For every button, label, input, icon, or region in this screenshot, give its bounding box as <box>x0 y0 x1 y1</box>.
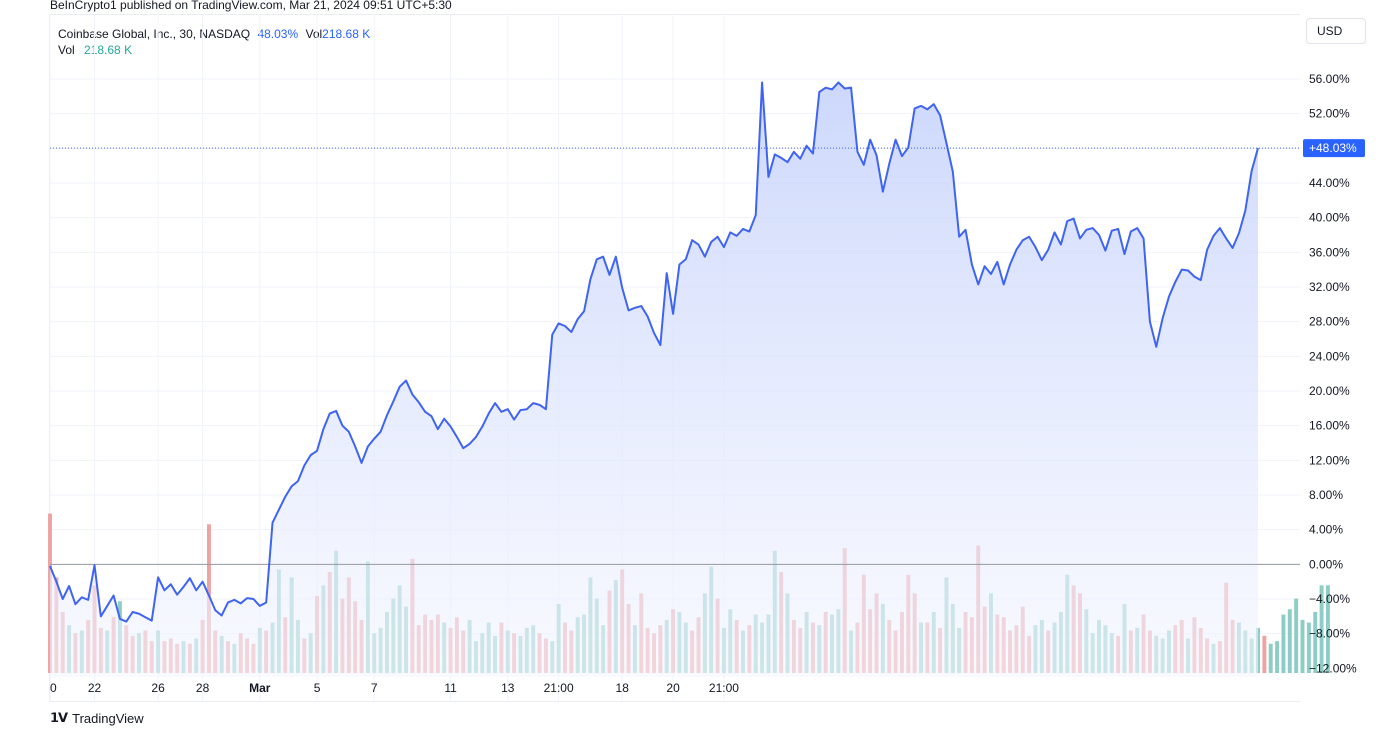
y-tick-label: −12.00% <box>1309 661 1357 675</box>
y-tick-label: 28.00% <box>1309 315 1350 329</box>
legend-row-main: Coinbase Global, Inc., 30, NASDAQ 48.03%… <box>58 26 370 42</box>
x-tick-label: 26 <box>151 681 165 695</box>
x-tick-label: 28 <box>196 681 210 695</box>
y-tick-label: 44.00% <box>1309 176 1350 190</box>
volume-bar <box>1300 619 1305 673</box>
x-tick-label: 21:00 <box>709 681 739 695</box>
y-tick-label: 8.00% <box>1309 488 1343 502</box>
y-tick-label: 24.00% <box>1309 349 1350 363</box>
volume-bar <box>1306 622 1311 673</box>
x-tick-label: Mar <box>249 681 271 695</box>
volume-bar <box>1275 641 1280 673</box>
y-tick-label: 0.00% <box>1309 557 1343 571</box>
volume-bar <box>1313 611 1318 673</box>
volume-bar <box>1262 635 1267 673</box>
x-tick-label: 11 <box>444 681 457 695</box>
publisher-line: BeInCrypto1 published on TradingView.com… <box>50 0 452 12</box>
volume-bar <box>1268 643 1273 673</box>
x-tick-label: 18 <box>616 681 630 695</box>
footer-brand-label: TradingView <box>72 710 144 726</box>
x-tick-label: 13 <box>501 681 515 695</box>
y-tick-label: 52.00% <box>1309 107 1350 121</box>
last-value-badge <box>1303 139 1365 158</box>
price-line <box>49 81 1259 623</box>
y-tick-label: 36.00% <box>1309 245 1350 259</box>
chart-legend: Coinbase Global, Inc., 30, NASDAQ 48.03%… <box>58 26 370 58</box>
x-tick-label: 20 <box>666 681 680 695</box>
footer-brand[interactable]: 𝟭𝗩 TradingView <box>50 710 144 726</box>
y-tick-label: −4.00% <box>1309 592 1350 606</box>
y-tick-label: 32.00% <box>1309 280 1350 294</box>
x-tick-label: 7 <box>371 681 378 695</box>
x-tick-label: 22 <box>88 681 102 695</box>
tradingview-logo-icon: 𝟭𝗩 <box>50 710 68 725</box>
volume-bar <box>1287 609 1292 673</box>
volume-bar <box>1325 585 1330 673</box>
y-tick-label: 16.00% <box>1309 419 1350 433</box>
y-tick-label: 12.00% <box>1309 453 1350 467</box>
vol-row-value: 218.68 K <box>84 43 133 57</box>
y-tick-label: 40.00% <box>1309 211 1350 225</box>
x-tick-label: 0 <box>50 681 57 695</box>
y-tick-label: 4.00% <box>1309 523 1343 537</box>
y-tick-label: 56.00% <box>1309 72 1350 86</box>
y-tick-label: 20.00% <box>1309 384 1350 398</box>
symbol-label[interactable]: Coinbase Global, Inc., 30, NASDAQ <box>58 27 251 41</box>
currency-button[interactable]: USD <box>1306 18 1366 44</box>
legend-row-volume: Vol 218.68 K <box>58 42 370 58</box>
price-area <box>50 82 1258 678</box>
change-value: 48.03% <box>257 27 299 41</box>
volume-bar <box>1294 598 1299 673</box>
vol-key: Vol <box>305 27 323 41</box>
volume-bar <box>1319 585 1324 673</box>
x-tick-label: 5 <box>314 681 321 695</box>
y-tick-label: −8.00% <box>1309 627 1350 641</box>
volume-bar <box>1281 614 1286 673</box>
last-value-label: +48.03% <box>1309 141 1357 155</box>
x-tick-label: 21:00 <box>544 681 574 695</box>
vol-row-label[interactable]: Vol <box>58 43 75 57</box>
vol-value: 218.68 K <box>322 27 371 41</box>
